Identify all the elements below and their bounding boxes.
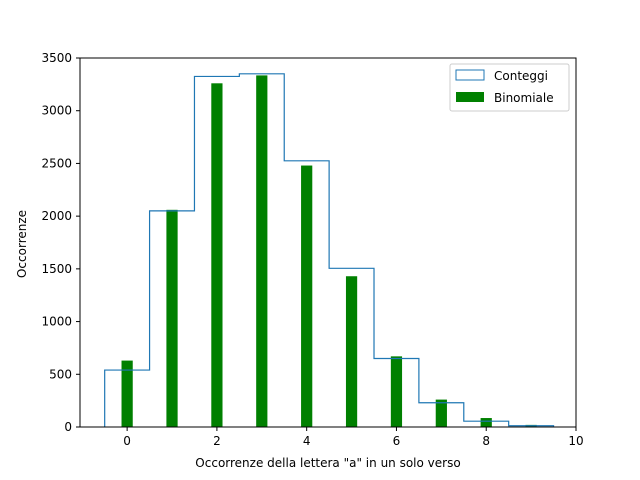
y-tick-label: 1000 xyxy=(41,315,72,329)
step-histogram-conteggi xyxy=(104,73,555,427)
x-tick-label: 2 xyxy=(213,434,221,448)
axes-frame xyxy=(79,57,577,428)
bar-binomiale xyxy=(301,165,313,427)
y-tick-label: 3000 xyxy=(41,104,72,118)
y-axis-label: Occorrenze xyxy=(15,210,29,278)
y-tick-label: 500 xyxy=(49,367,72,381)
bar-binomiale xyxy=(435,399,447,427)
bar-binomiale xyxy=(166,209,178,427)
legend: Conteggi Binomiale xyxy=(449,63,570,112)
x-tick-label: 0 xyxy=(123,434,131,448)
x-tick-label: 10 xyxy=(568,434,583,448)
legend-swatch-binomiale xyxy=(456,92,484,102)
y-tick-label: 1500 xyxy=(41,262,72,276)
bar-binomiale xyxy=(211,83,223,427)
axes: 0 2 4 6 8 10 0 500 1000 1500 2000 2500 3000 3500 xyxy=(41,51,583,448)
plot-area xyxy=(104,73,555,427)
legend-label-conteggi: Conteggi xyxy=(494,69,548,83)
y-tick-label: 3500 xyxy=(41,51,72,65)
legend-swatch-conteggi xyxy=(455,69,485,81)
y-tick-label: 2000 xyxy=(41,209,72,223)
bar-binomiale xyxy=(121,360,133,427)
bar-binomiale xyxy=(345,276,358,427)
x-tick-label: 6 xyxy=(393,434,401,448)
legend-label-binomiale: Binomiale xyxy=(494,91,554,105)
y-tick-label: 0 xyxy=(64,420,72,434)
y-tick-label: 2500 xyxy=(41,156,72,170)
bar-binomiale xyxy=(480,418,492,427)
x-tick-label: 8 xyxy=(482,434,490,448)
bar-binomiale xyxy=(390,356,403,427)
bar-binomiale xyxy=(256,75,268,427)
x-axis-label: Occorrenze della lettera "a" in un solo … xyxy=(195,456,460,470)
x-tick-label: 4 xyxy=(303,434,311,448)
